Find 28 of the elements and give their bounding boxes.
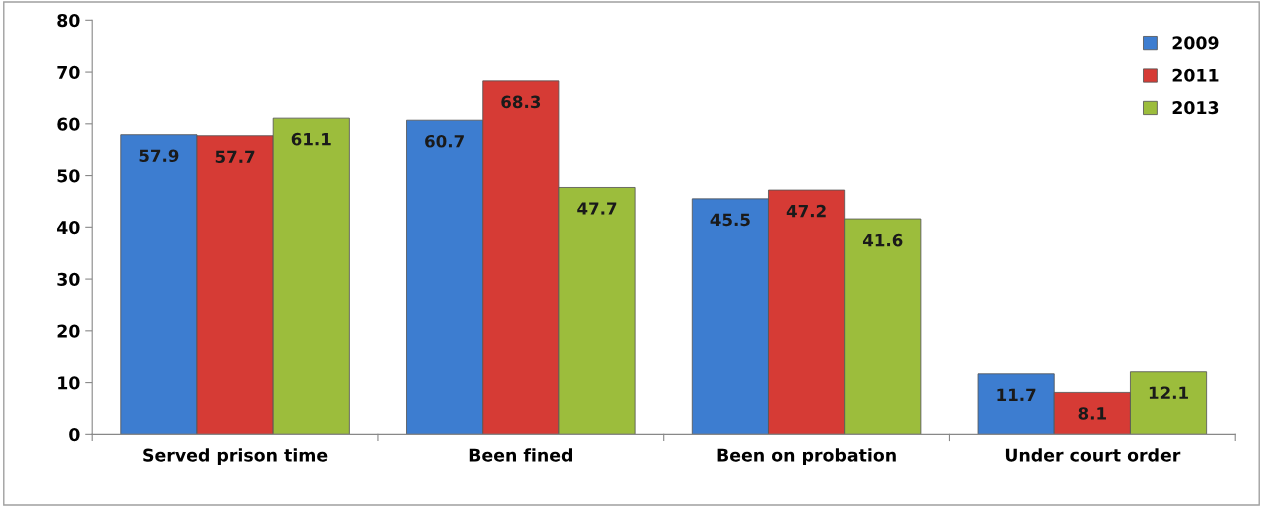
data-label: 57.7: [215, 150, 255, 164]
data-label: 47.2: [786, 204, 826, 218]
x-tick-label: Served prison time: [143, 448, 328, 466]
x-tick-label: Been fined: [469, 448, 572, 462]
x-tick-label: Been on probation: [717, 448, 896, 466]
data-label: 68.3: [501, 95, 541, 109]
data-label: 45.5: [710, 213, 750, 227]
legend-label: 2011: [1172, 68, 1219, 82]
y-tick-label: 30: [57, 272, 80, 286]
legend-label: 2009: [1172, 36, 1219, 50]
data-label: 60.7: [425, 134, 464, 148]
y-tick-label: 80: [57, 14, 80, 28]
y-tick-label: 70: [57, 65, 80, 79]
data-label: 8.1: [1078, 407, 1106, 420]
x-tick-label: Under court order: [1005, 448, 1181, 462]
data-label: 41.6: [862, 233, 903, 247]
data-label: 61.1: [291, 132, 331, 146]
data-label: 47.7: [577, 202, 617, 215]
data-label: 12.1: [1149, 386, 1188, 399]
y-tick-label: 20: [57, 324, 80, 338]
y-tick-label: 50: [57, 169, 80, 183]
y-tick-label: 0: [69, 428, 80, 442]
legend-label: 2013: [1172, 101, 1219, 115]
y-tick-label: 40: [57, 221, 80, 235]
data-label: 11.7: [997, 388, 1036, 401]
y-tick-label: 60: [57, 117, 80, 131]
y-tick-label: 10: [58, 376, 80, 390]
data-label: 57.9: [139, 149, 179, 163]
